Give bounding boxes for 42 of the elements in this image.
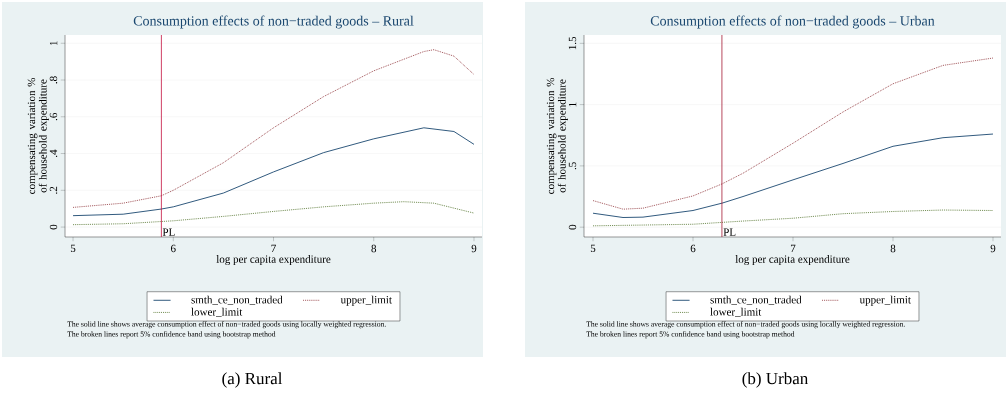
chart-title: Consumption effects of non−traded goods – Rural xyxy=(133,15,414,29)
legend-label: upper_limit xyxy=(340,295,392,306)
legend-label: upper_limit xyxy=(859,295,911,306)
x-tick-label: 5 xyxy=(590,244,596,253)
y-tick-label: 1 xyxy=(49,41,58,46)
y-tick-label: 1 xyxy=(568,102,577,107)
y-tick-label: .2 xyxy=(49,186,58,194)
y-tick-label: .6 xyxy=(49,112,58,121)
x-tick-label: 8 xyxy=(371,244,377,253)
x-axis-title: log per capita expenditure xyxy=(735,255,850,266)
line-series xyxy=(72,127,475,217)
legend-label: lower_limit xyxy=(191,307,243,317)
y-tick-label: .8 xyxy=(49,76,58,84)
y-tick-label: .4 xyxy=(49,149,58,157)
line-series xyxy=(592,57,994,210)
y-tick-label: 1.5 xyxy=(568,36,577,50)
line-series xyxy=(592,133,994,218)
y-axis-title: compensating variation % of household expenditure xyxy=(27,78,49,194)
y-tick-label: 0 xyxy=(49,224,58,230)
legend-label: lower_limit xyxy=(710,307,762,317)
legend-label: smth_ce_non_traded xyxy=(710,295,802,305)
line-series xyxy=(72,49,475,208)
ref-line-label: PL xyxy=(162,228,175,236)
x-tick-label: 9 xyxy=(990,244,996,253)
x-tick-label: 6 xyxy=(690,244,696,253)
ref-line-label: PL xyxy=(723,228,736,236)
line-series xyxy=(592,209,994,227)
x-tick-label: 7 xyxy=(271,244,276,252)
y-axis-title: compensating variation % of household expenditure xyxy=(546,78,568,194)
x-tick-label: 8 xyxy=(890,244,896,253)
line-series xyxy=(72,201,475,226)
x-tick-label: 9 xyxy=(471,244,477,253)
chart-title: Consumption effects of non−traded goods – Urban xyxy=(650,15,935,29)
x-tick-label: 7 xyxy=(790,244,796,252)
y-tick-label: .5 xyxy=(568,162,577,170)
x-tick-label: 5 xyxy=(70,244,76,253)
x-tick-label: 6 xyxy=(170,244,176,253)
text: (b) Urban xyxy=(742,372,809,388)
text: (a) Rural xyxy=(222,372,283,388)
legend-label: smth_ce_non_traded xyxy=(191,295,283,305)
x-axis-title: log per capita expenditure xyxy=(216,255,331,266)
y-tick-label: 0 xyxy=(568,224,577,230)
